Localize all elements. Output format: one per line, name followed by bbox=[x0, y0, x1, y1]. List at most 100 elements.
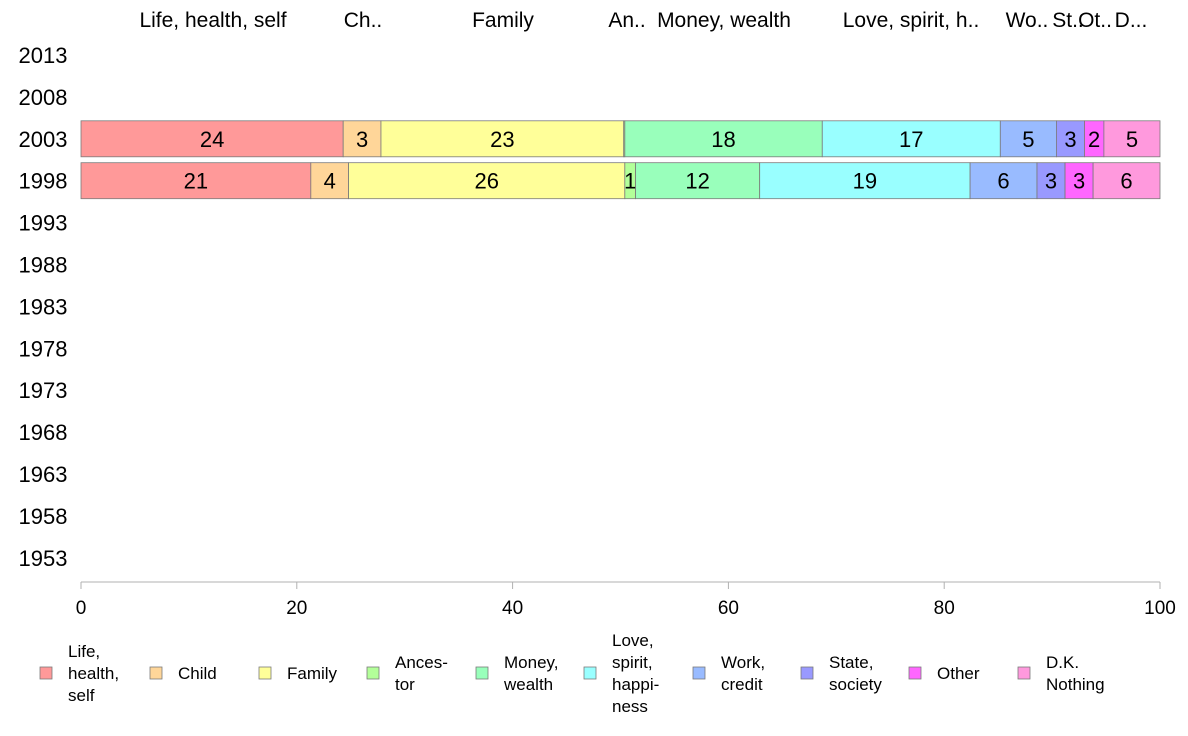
legend-swatch bbox=[583, 666, 597, 680]
legend-swatch bbox=[258, 666, 272, 680]
legend-item: Ances-tor bbox=[366, 653, 448, 694]
top-category-label: Ch.. bbox=[344, 9, 383, 32]
legend-item: Work, credit bbox=[692, 653, 765, 694]
legend-label: Love, bbox=[612, 631, 654, 650]
bar-value-label: 5 bbox=[1126, 127, 1138, 152]
legend-label: Child bbox=[178, 664, 217, 683]
year-label: 2008 bbox=[19, 85, 68, 110]
year-label: 1958 bbox=[19, 504, 68, 529]
top-category-label: Family bbox=[472, 9, 534, 32]
bar-segment bbox=[624, 120, 823, 158]
bar-value-label: 2 bbox=[1088, 127, 1100, 152]
year-label: 2003 bbox=[19, 127, 68, 152]
bar-value-label: 17 bbox=[899, 127, 923, 152]
x-tick-label: 20 bbox=[286, 598, 307, 619]
bar-value-label: 5 bbox=[1022, 127, 1034, 152]
bar-segment bbox=[1092, 162, 1161, 200]
legend-label: ness bbox=[612, 697, 648, 716]
year-label: 1978 bbox=[19, 336, 68, 361]
legend-label: self bbox=[68, 686, 95, 705]
legend: Life, health, self Child Family Ances-tor Mone… bbox=[39, 631, 1105, 716]
bar-segment bbox=[80, 162, 312, 200]
year-label: 1988 bbox=[19, 253, 68, 278]
top-category-label: D... bbox=[1115, 9, 1148, 32]
bar-value-label: 6 bbox=[1120, 169, 1132, 194]
top-category-label: Ot.. bbox=[1078, 9, 1112, 32]
bar-segment bbox=[1036, 162, 1066, 200]
year-label: 1973 bbox=[19, 378, 68, 403]
bar-value-label: 12 bbox=[685, 169, 709, 194]
legend-label: Work, bbox=[721, 653, 765, 672]
legend-item: Money, wealth bbox=[475, 653, 559, 694]
legend-label: D.K. bbox=[1046, 653, 1079, 672]
legend-item: State, society bbox=[800, 653, 882, 694]
legend-swatch bbox=[149, 666, 163, 680]
legend-swatch bbox=[366, 666, 380, 680]
bar-value-label: 18 bbox=[711, 127, 735, 152]
x-tick-label: 60 bbox=[718, 598, 739, 619]
bar-row-2003: 24 3 23 18 17 5 3 2 5 bbox=[80, 120, 1161, 158]
bar-value-label: 24 bbox=[200, 127, 224, 152]
top-category-labels: Life, health, self Ch.. Family An.. Money, w… bbox=[139, 9, 1147, 32]
bar-row-1998: 21 4 26 1 12 19 6 3 3 6 bbox=[80, 162, 1161, 200]
legend-label: happi- bbox=[612, 675, 659, 694]
legend-swatch bbox=[475, 666, 489, 680]
year-label: 2013 bbox=[19, 43, 68, 68]
legend-label: Life, bbox=[68, 642, 100, 661]
year-label: 1983 bbox=[19, 294, 68, 319]
year-axis-labels: 2013 2008 2003 1998 1993 1988 1983 1978 1973 1968… bbox=[19, 43, 68, 571]
legend-item: Other bbox=[908, 664, 980, 683]
year-label: 1998 bbox=[19, 169, 68, 194]
bar-value-label: 4 bbox=[324, 169, 336, 194]
legend-item: Family bbox=[258, 664, 338, 683]
bar-segment bbox=[342, 120, 382, 158]
legend-item: Love, spirit, happi-ness bbox=[583, 631, 659, 716]
legend-swatch bbox=[39, 666, 53, 680]
bar-value-label: 3 bbox=[1073, 169, 1085, 194]
legend-label: Family bbox=[287, 664, 338, 683]
legend-swatch bbox=[1017, 666, 1031, 680]
top-category-label: An.. bbox=[608, 9, 645, 32]
x-tick-label: 0 bbox=[76, 598, 87, 619]
legend-swatch bbox=[692, 666, 706, 680]
bar-segment bbox=[635, 162, 761, 200]
legend-item: D.K. Nothing bbox=[1017, 653, 1105, 694]
year-label: 1953 bbox=[19, 546, 68, 571]
bar-value-label: 1 bbox=[624, 169, 636, 194]
bar-segment bbox=[310, 162, 349, 200]
legend-label: Other bbox=[937, 664, 980, 683]
legend-swatch bbox=[800, 666, 814, 680]
year-label: 1993 bbox=[19, 211, 68, 236]
bar-value-label: 19 bbox=[853, 169, 877, 194]
top-category-label: Love, spirit, h.. bbox=[843, 9, 980, 32]
x-tick-label: 80 bbox=[934, 598, 955, 619]
bar-segment bbox=[759, 162, 971, 200]
legend-label: Ances- bbox=[395, 653, 448, 672]
bar-segment bbox=[999, 120, 1057, 158]
bar-segment bbox=[969, 162, 1038, 200]
legend-label: State, bbox=[829, 653, 873, 672]
legend-item: Child bbox=[149, 664, 217, 683]
top-category-label: Life, health, self bbox=[139, 9, 286, 32]
legend-label: tor bbox=[395, 675, 415, 694]
legend-item: Life, health, self bbox=[39, 642, 119, 705]
top-category-label: St.. bbox=[1052, 9, 1084, 32]
legend-label: spirit, bbox=[612, 653, 653, 672]
bar-segment bbox=[1064, 162, 1094, 200]
bar-value-label: 3 bbox=[1045, 169, 1057, 194]
x-axis: 0 20 40 60 80 100 bbox=[76, 581, 1176, 619]
legend-label: credit bbox=[721, 675, 763, 694]
bar-value-label: 21 bbox=[184, 169, 208, 194]
legend-label: society bbox=[829, 675, 882, 694]
legend-swatch bbox=[908, 666, 922, 680]
x-tick-label: 40 bbox=[502, 598, 523, 619]
bar-rows: 24 3 23 18 17 5 3 2 521 4 26 1 12 19 6 3 3 6 bbox=[80, 120, 1161, 200]
legend-label: Money, bbox=[504, 653, 559, 672]
legend-label: Nothing bbox=[1046, 675, 1105, 694]
bar-segment bbox=[348, 162, 626, 200]
bar-value-label: 3 bbox=[356, 127, 368, 152]
bar-segment bbox=[1056, 120, 1085, 158]
top-category-label: Wo.. bbox=[1006, 9, 1049, 32]
top-category-label: Money, wealth bbox=[657, 9, 791, 32]
